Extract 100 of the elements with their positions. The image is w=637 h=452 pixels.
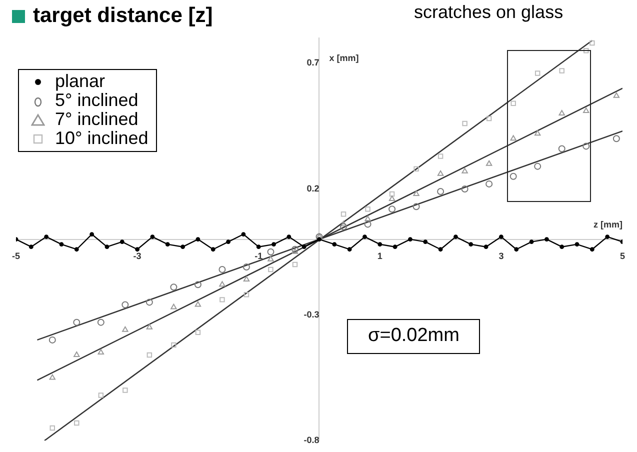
- point: [534, 162, 542, 170]
- y-tick-label: -0.3: [304, 309, 320, 320]
- point: [486, 160, 492, 166]
- point: [48, 336, 56, 344]
- point: [529, 240, 534, 244]
- point: [510, 100, 516, 106]
- point: [582, 142, 590, 150]
- point: [510, 172, 517, 180]
- point: [44, 234, 49, 239]
- x-axis-title: z [mm]: [593, 219, 622, 230]
- point: [122, 388, 128, 393]
- point: [195, 330, 201, 336]
- point: [243, 276, 250, 282]
- y-tick-label: 0.7: [306, 58, 320, 68]
- point: [340, 220, 347, 226]
- point: [194, 301, 202, 307]
- point: [292, 248, 298, 254]
- point: [388, 206, 396, 213]
- point: [226, 240, 230, 244]
- point: [98, 392, 104, 398]
- legend-label: 7° inclined: [55, 109, 138, 129]
- point: [120, 240, 124, 244]
- point: [74, 247, 79, 252]
- point: [146, 324, 153, 330]
- point: [218, 266, 226, 273]
- x-tick-label: -1: [254, 251, 263, 262]
- point: [272, 242, 276, 247]
- legend-label: 5° inclined: [55, 90, 138, 110]
- point: [438, 154, 444, 159]
- point: [196, 237, 200, 242]
- point: [605, 234, 610, 239]
- point: [583, 107, 590, 113]
- point: [28, 244, 34, 250]
- point: [150, 234, 155, 239]
- point: [364, 220, 372, 228]
- point: [171, 342, 176, 348]
- point: [267, 248, 274, 256]
- point: [408, 237, 412, 242]
- point: [146, 352, 152, 358]
- point: [220, 297, 225, 302]
- point: [389, 191, 395, 197]
- point: [499, 234, 504, 239]
- point: [534, 70, 540, 76]
- point: [544, 237, 549, 242]
- point: [317, 237, 322, 242]
- point: [122, 326, 128, 332]
- point: [612, 135, 620, 142]
- point: [74, 352, 80, 358]
- point: [59, 242, 64, 247]
- point: [559, 68, 564, 74]
- point: [292, 262, 298, 268]
- point: [340, 212, 346, 217]
- point: [414, 166, 419, 172]
- point: [462, 120, 468, 126]
- point: [268, 266, 274, 272]
- point: [423, 240, 428, 244]
- point: [510, 135, 516, 141]
- point: [413, 190, 420, 196]
- x-tick-label: -3: [133, 251, 142, 262]
- point: [170, 304, 177, 310]
- point: [365, 206, 370, 212]
- point: [514, 247, 519, 252]
- point: [437, 170, 444, 176]
- point: [438, 247, 443, 252]
- point: [484, 244, 488, 250]
- point: [98, 349, 104, 355]
- point: [392, 244, 398, 250]
- point: [486, 180, 493, 188]
- point: [104, 244, 110, 250]
- point: [194, 281, 202, 288]
- point: [244, 292, 250, 298]
- point: [242, 263, 250, 270]
- point: [347, 247, 352, 252]
- point: [583, 48, 589, 54]
- point: [302, 244, 306, 250]
- point: [364, 216, 371, 222]
- point: [534, 130, 541, 136]
- point: [170, 284, 178, 291]
- point: [256, 244, 261, 250]
- point: [437, 188, 444, 195]
- point: [219, 281, 226, 287]
- point: [486, 116, 492, 122]
- y-axis-title: x [mm]: [329, 53, 359, 64]
- point: [378, 242, 382, 247]
- legend-label: planar: [55, 71, 106, 91]
- point: [268, 256, 274, 262]
- text: scratches on glass: [414, 2, 564, 23]
- x-tick-label: -5: [12, 251, 20, 262]
- point: [462, 168, 468, 174]
- point: [97, 318, 104, 326]
- x-tick-label: 3: [498, 251, 504, 262]
- legend-label: 10° inclined: [55, 128, 148, 148]
- point: [332, 242, 337, 247]
- point: [590, 40, 595, 46]
- point: [180, 244, 185, 250]
- point: [50, 425, 56, 431]
- point: [412, 203, 420, 210]
- point: [362, 234, 367, 239]
- x-tick-label: 5: [620, 251, 626, 262]
- point: [454, 234, 458, 239]
